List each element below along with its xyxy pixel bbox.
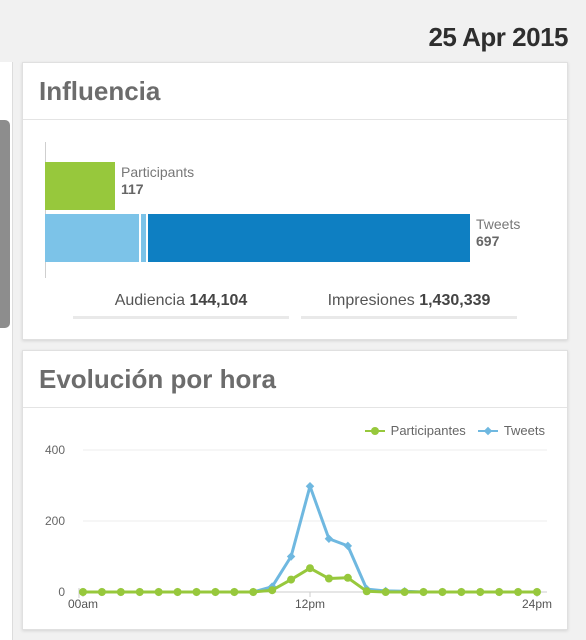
data-point-participantes	[97, 588, 106, 596]
legend-tweets[interactable]: Tweets	[503, 423, 545, 438]
influence-chart: Participants 117 Tweets 697 Audiencia 14…	[23, 120, 567, 340]
data-point-participantes	[419, 588, 428, 596]
data-point-participantes	[362, 587, 371, 596]
left-scrollbar[interactable]	[0, 120, 10, 328]
tweets-bar-light-sliver	[141, 214, 146, 262]
data-point-participantes	[533, 588, 541, 596]
data-point-participantes	[495, 588, 504, 596]
data-point-participantes	[514, 588, 523, 596]
data-point-participantes	[400, 588, 409, 596]
series-line-tweets	[83, 484, 537, 594]
legend-tweets-swatch	[477, 425, 498, 437]
data-point-participantes	[457, 588, 466, 596]
data-point-participantes	[324, 574, 333, 583]
legend-participantes-swatch	[364, 425, 385, 437]
data-point-participantes	[211, 588, 220, 596]
data-point-participantes	[287, 575, 296, 584]
tweets-label: Tweets	[476, 216, 521, 232]
data-point-participantes	[476, 588, 485, 596]
data-point-participantes	[268, 586, 277, 595]
audience-label: Audiencia	[114, 292, 185, 309]
data-point-participantes	[381, 588, 390, 596]
evolution-card: Evolución por hora Participantes Tweets …	[22, 350, 568, 630]
influence-axis	[45, 142, 46, 278]
data-point-tweets	[343, 541, 353, 551]
data-point-tweets	[324, 534, 334, 543]
tweets-value: 697	[476, 233, 500, 249]
impressions-label: Impresiones	[327, 292, 415, 309]
evolution-title: Evolución por hora	[23, 351, 567, 408]
influence-card: Influencia Participants 117 Tweets 697 A…	[22, 62, 568, 340]
audience-value: 144,104	[189, 292, 248, 309]
data-point-participantes	[116, 588, 125, 596]
audience-stat: Audiencia 144,104	[73, 288, 289, 319]
y-tick-label: 0	[58, 585, 65, 599]
data-point-participantes	[343, 573, 352, 582]
data-point-participantes	[135, 588, 144, 596]
y-tick-label: 200	[45, 514, 65, 528]
participants-value: 117	[121, 181, 144, 197]
data-point-participantes	[306, 564, 314, 573]
tweets-bar-light	[45, 214, 139, 262]
data-point-tweets	[286, 552, 296, 561]
data-point-tweets	[305, 481, 315, 491]
date-label: 25 Apr 2015	[428, 22, 568, 52]
chart-legend: Participantes Tweets	[364, 423, 545, 438]
data-point-participantes	[249, 588, 258, 596]
legend-participantes[interactable]: Participantes	[390, 423, 466, 438]
data-point-participantes	[79, 588, 87, 596]
participants-bar	[45, 162, 115, 210]
participants-bar-label: Participants 117	[121, 164, 194, 198]
data-point-participantes	[230, 588, 239, 596]
tweets-bar-dark	[148, 214, 470, 262]
data-point-participantes	[154, 588, 163, 596]
impressions-value: 1,430,339	[419, 292, 491, 309]
y-tick-label: 400	[45, 443, 65, 457]
evolution-chart: 0 200 400 00am 12pm 24pm	[45, 443, 552, 611]
participants-label: Participants	[121, 164, 195, 180]
x-tick-label: 12pm	[295, 597, 325, 611]
data-point-participantes	[173, 588, 182, 596]
tweets-bar-label: Tweets 697	[476, 216, 520, 250]
x-tick-label: 00am	[68, 597, 98, 611]
data-point-participantes	[192, 588, 201, 596]
x-tick-label: 24pm	[522, 597, 552, 611]
impressions-stat: Impresiones 1,430,339	[301, 288, 517, 319]
data-point-participantes	[438, 588, 447, 596]
influence-title: Influencia	[23, 63, 567, 120]
